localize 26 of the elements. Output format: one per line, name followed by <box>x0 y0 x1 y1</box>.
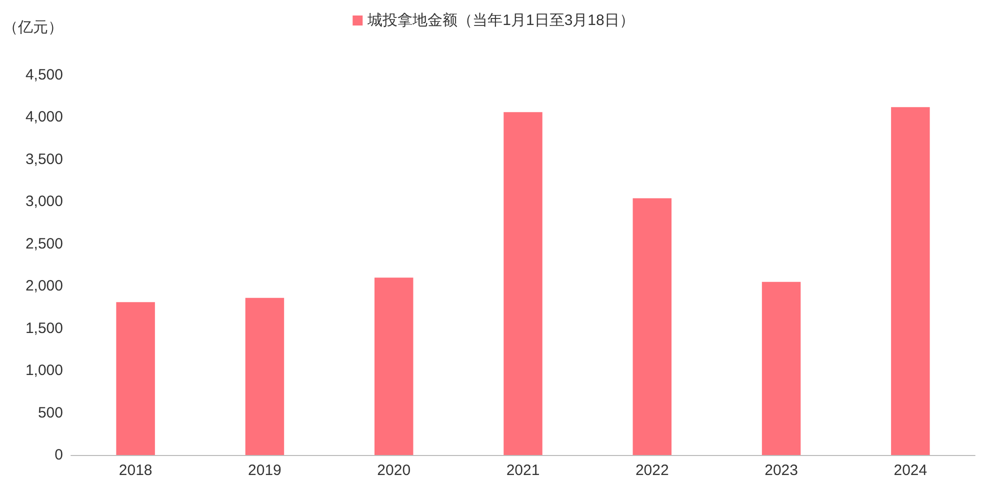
bar <box>116 302 155 455</box>
bar <box>632 198 672 455</box>
y-tick-label: 4,500 <box>25 66 63 84</box>
x-tick-label: 2019 <box>248 462 282 479</box>
y-tick-label: 2,500 <box>25 235 63 252</box>
bar <box>504 112 542 455</box>
x-tick-label: 2021 <box>506 462 540 479</box>
x-tick-label: 2024 <box>894 462 928 479</box>
y-tick-label: 3,500 <box>25 150 63 168</box>
bar <box>762 282 801 455</box>
x-tick-label: 2022 <box>635 462 669 479</box>
y-tick-label: 500 <box>38 404 63 422</box>
bar <box>374 278 414 455</box>
y-tick-label: 1,000 <box>25 362 63 380</box>
y-tick-label: 1,500 <box>25 320 63 337</box>
x-tick-label: 2023 <box>764 462 798 479</box>
y-tick-label: 2,000 <box>25 278 63 295</box>
x-tick-label: 2018 <box>118 462 152 479</box>
y-tick-label: 0 <box>54 446 63 464</box>
x-tick-label: 2020 <box>377 462 411 479</box>
y-axis-title: （亿元） <box>3 19 63 36</box>
y-tick-label: 3,000 <box>25 193 63 210</box>
bar <box>245 298 284 455</box>
legend-label: 城投拿地金额（当年1月1日至3月18日） <box>366 12 634 29</box>
y-tick-label: 4,000 <box>25 108 63 126</box>
bar <box>891 107 930 455</box>
